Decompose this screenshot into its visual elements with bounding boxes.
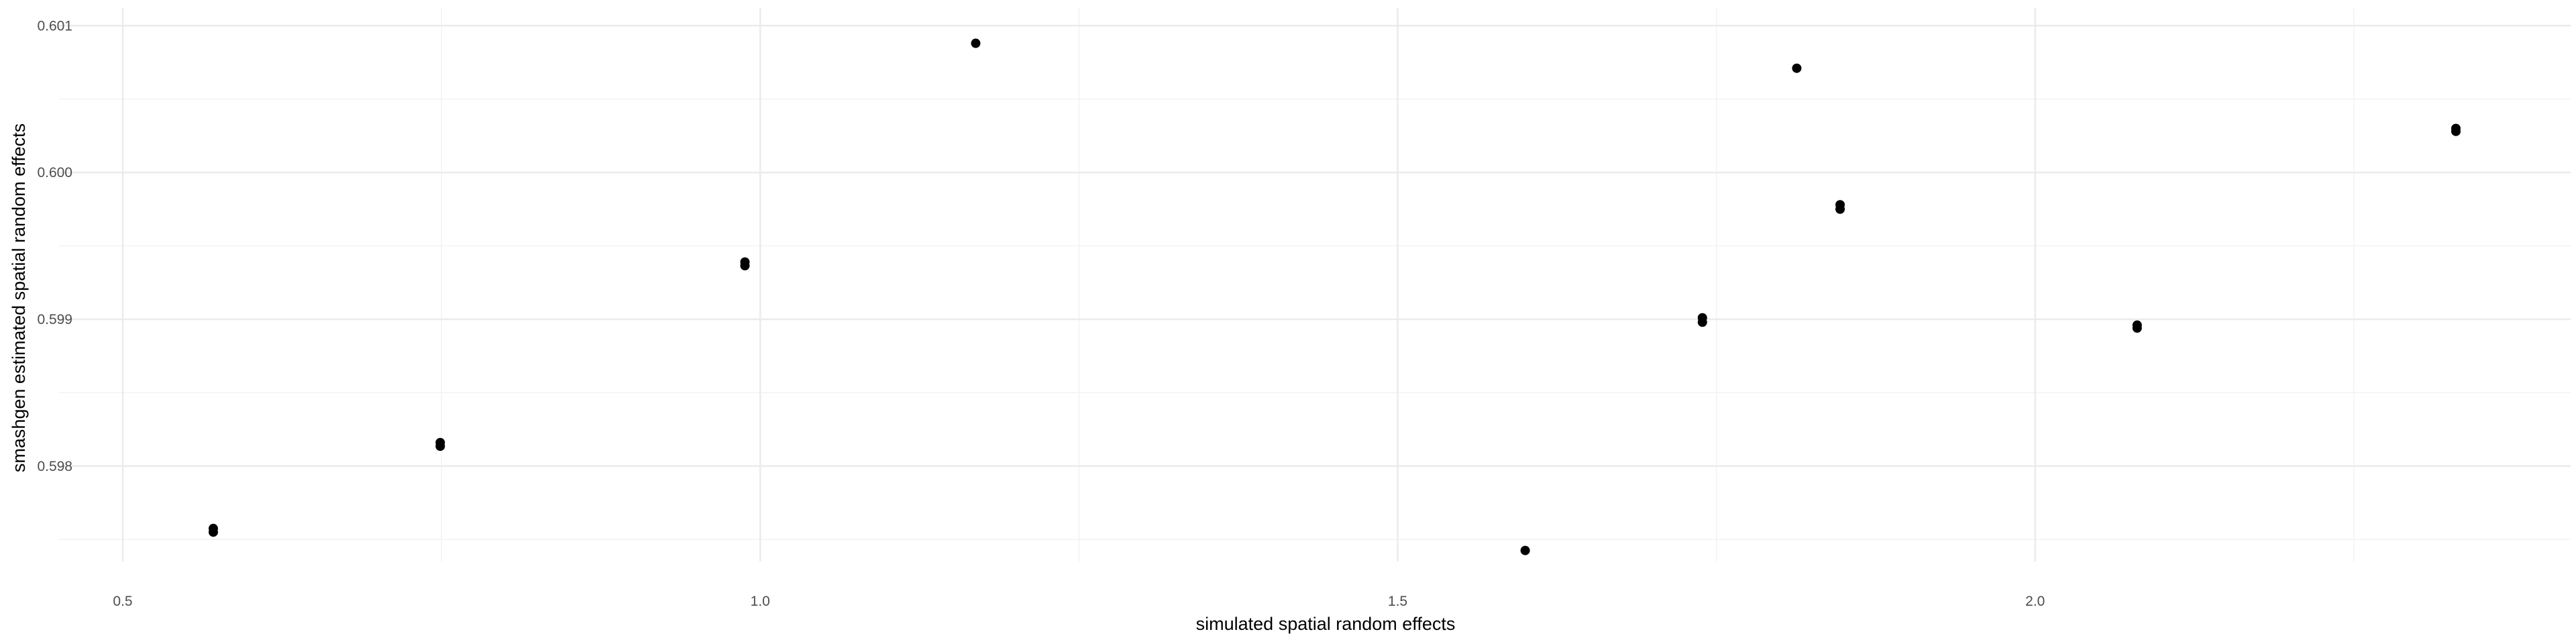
y-tick-label: 0.598 bbox=[37, 459, 72, 474]
y-axis-title: smashgen estimated spatial random effect… bbox=[9, 123, 29, 472]
y-tick-label: 0.600 bbox=[37, 165, 72, 180]
x-tick-label: 0.5 bbox=[113, 594, 132, 609]
data-point bbox=[435, 441, 445, 451]
data-point bbox=[1520, 545, 1530, 555]
data-point bbox=[2132, 323, 2142, 333]
minor-gridlines bbox=[59, 8, 2571, 561]
data-points bbox=[208, 38, 2461, 555]
data-point bbox=[1835, 204, 1845, 214]
y-tick-label: 0.601 bbox=[37, 18, 72, 34]
x-axis-tick-labels: 0.5 1.0 1.5 2.0 bbox=[113, 594, 2045, 609]
y-tick-label: 0.599 bbox=[37, 312, 72, 327]
x-tick-label: 2.0 bbox=[2025, 594, 2045, 609]
data-point bbox=[740, 261, 750, 271]
data-point bbox=[1697, 317, 1707, 327]
data-point bbox=[1792, 63, 1802, 73]
major-gridlines bbox=[59, 8, 2571, 561]
data-point bbox=[971, 38, 981, 48]
y-axis-tick-labels: 0.598 0.599 0.600 0.601 bbox=[37, 18, 72, 474]
data-point bbox=[2451, 126, 2461, 136]
x-axis-title: simulated spatial random effects bbox=[1196, 614, 1456, 634]
x-tick-label: 1.5 bbox=[1388, 594, 1407, 609]
x-tick-label: 1.0 bbox=[751, 594, 770, 609]
data-point bbox=[208, 527, 218, 537]
